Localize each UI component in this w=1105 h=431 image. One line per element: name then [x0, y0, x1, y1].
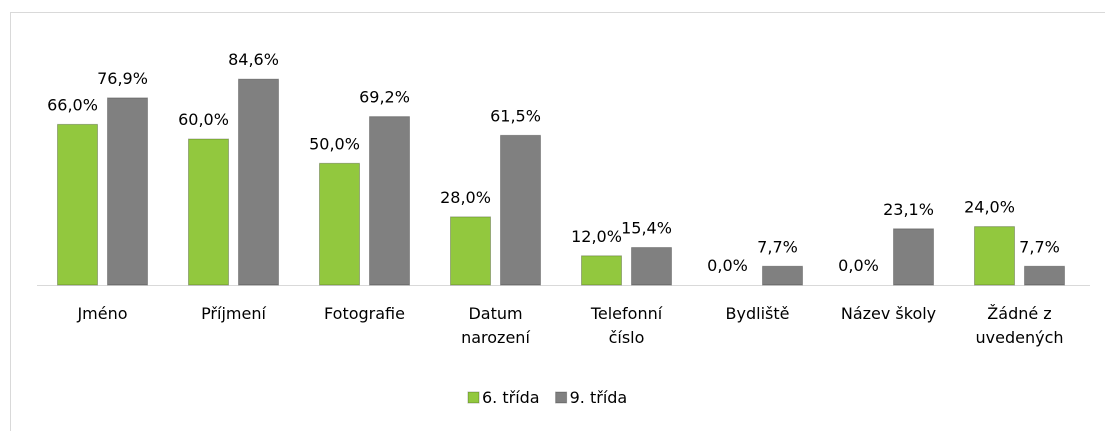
bar [369, 116, 410, 286]
x-tick-label: Příjmení [201, 304, 266, 323]
x-tick-label: Jméno [77, 304, 128, 323]
legend-label: 6. třída [482, 388, 540, 407]
value-label: 24,0% [964, 198, 1015, 217]
value-label: 15,4% [621, 219, 672, 238]
bar [319, 162, 360, 286]
value-label: 50,0% [309, 134, 360, 153]
bar [107, 97, 148, 286]
bar [581, 255, 622, 286]
value-label: 0,0% [707, 256, 748, 275]
legend-swatch [555, 391, 568, 404]
bar [974, 226, 1015, 286]
value-label: 28,0% [440, 188, 491, 207]
x-tick-label: Telefonní číslo [590, 304, 663, 347]
value-label: 84,6% [228, 50, 279, 69]
x-tick-label: Název školy [840, 304, 937, 323]
legend-label: 9. třída [570, 388, 628, 407]
bar [500, 134, 541, 286]
bar [631, 247, 672, 286]
bar [893, 228, 934, 286]
x-tick-label: Žádné z uvedených [975, 304, 1064, 347]
x-tick-label: Bydliště [725, 304, 790, 323]
bar [238, 78, 279, 286]
x-tick-label: Fotografie [324, 304, 405, 323]
value-label: 7,7% [757, 237, 798, 256]
value-label: 23,1% [883, 200, 934, 219]
value-label: 61,5% [490, 106, 541, 125]
value-label: 12,0% [571, 227, 622, 246]
bar [188, 138, 229, 286]
bar [57, 123, 98, 286]
x-tick-label: Datum narození [461, 304, 530, 347]
value-label: 7,7% [1019, 237, 1060, 256]
bar [762, 265, 803, 286]
value-label: 76,9% [97, 69, 148, 88]
chart-border [10, 12, 1105, 431]
value-label: 0,0% [838, 256, 879, 275]
legend-swatch [467, 391, 480, 404]
bar [1024, 265, 1065, 286]
value-label: 66,0% [47, 95, 98, 114]
value-label: 60,0% [178, 110, 229, 129]
bar [450, 216, 491, 286]
value-label: 69,2% [359, 88, 410, 107]
